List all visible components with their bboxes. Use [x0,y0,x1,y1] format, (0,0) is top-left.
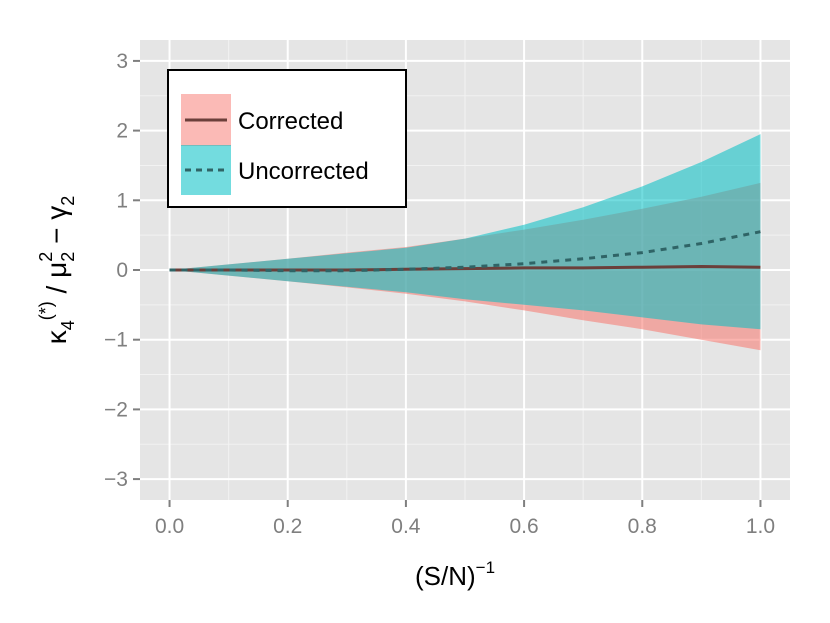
legend: Corrected Uncorrected [167,69,407,208]
y-title-gamma: γ [41,206,72,220]
ribbons [169,134,761,351]
x-axis-title-superscript: −1 [476,558,495,577]
y-tick-label: −2 [104,398,128,421]
y-title-kappa-sup: (*) [36,301,56,320]
x-tick-label: 0.8 [628,515,657,538]
y-title-kappa: κ [41,329,72,344]
x-tick-label: 0.2 [273,515,302,538]
y-tick-label: 3 [116,50,128,73]
x-tick-label: 1.0 [746,515,775,538]
y-axis-ticks: −3 −2 −1 0 1 2 3 [104,50,140,491]
y-title-gamma-sub: 2 [58,196,78,206]
x-axis-ticks: 0.0 0.2 0.4 0.6 0.8 1.0 [155,500,775,538]
x-tick-label: 0.6 [509,515,538,538]
y-title-mu-sub: 2 [58,252,78,262]
y-title-mu-sup: 2 [36,252,56,262]
x-axis-title-main: (S/N) [415,561,476,591]
y-axis-title: κ4(*) / μ22 − γ2 [36,196,78,344]
legend-item-uncorrected: Uncorrected [181,145,369,195]
y-tick-label: −3 [104,468,128,491]
mean-line-uncorrected [169,230,761,273]
x-tick-label: 0.0 [155,515,184,538]
legend-item-corrected: Corrected [181,94,343,146]
y-title-mu: μ [41,262,72,278]
mean-lines [169,230,761,273]
y-tick-label: −1 [104,329,128,352]
y-tick-label: 0 [116,259,128,282]
y-title-slash: / [41,278,72,301]
legend-label-uncorrected: Uncorrected [238,158,369,185]
x-tick-label: 0.4 [391,515,421,538]
legend-label-corrected: Corrected [238,108,343,135]
y-tick-label: 2 [116,120,128,143]
ribbon-uncorrected [169,134,761,330]
x-axis-title: (S/N)−1 [415,558,495,591]
y-title-kappa-sub: 4 [58,320,78,330]
y-tick-label: 1 [116,189,128,212]
y-title-minus: − [41,220,72,252]
